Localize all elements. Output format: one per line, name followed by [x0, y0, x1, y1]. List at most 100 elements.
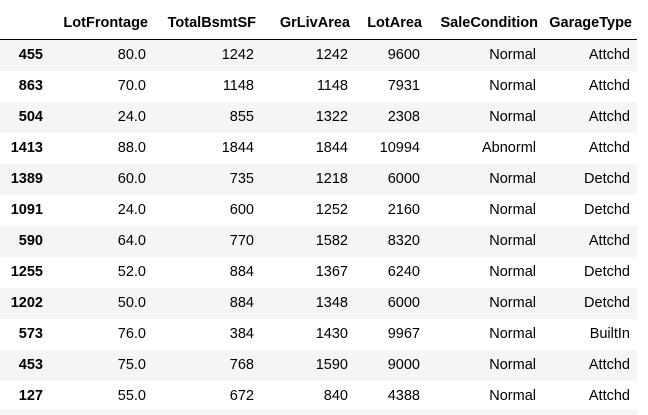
lotarea-cell: 6000 [387, 295, 420, 311]
totalbsmtsf-cell: 384 [229, 326, 254, 342]
row-index-label: 453 [18, 357, 43, 373]
header-row: LotFrontage TotalBsmtSF GrLivArea LotAre… [0, 6, 637, 40]
grlivarea-cell: 1348 [315, 295, 348, 311]
totalbsmtsf-cell: 768 [229, 357, 254, 373]
lotfrontage-cell: 64.0 [117, 233, 146, 249]
salecondition-cell: Normal [489, 171, 536, 187]
lotarea-cell: 6000 [387, 171, 420, 187]
lotfrontage-cell: 80.0 [117, 47, 146, 64]
column-header-lotarea: LotArea [355, 6, 427, 40]
row-index-label: 1255 [10, 264, 43, 280]
lotfrontage-cell: 70.0 [117, 78, 146, 94]
totalbsmtsf-cell: 770 [229, 233, 254, 249]
lotarea-cell: 6240 [387, 264, 420, 280]
grlivarea-cell: 1367 [315, 264, 348, 280]
column-header-index [0, 6, 50, 40]
lotfrontage-cell: 52.0 [117, 264, 146, 280]
lotarea-cell: 9600 [387, 47, 420, 64]
row-index-label: 863 [18, 78, 43, 94]
totalbsmtsf-cell: 735 [229, 171, 254, 187]
salecondition-cell: Normal [489, 233, 536, 249]
lotarea-cell: 7931 [387, 78, 420, 94]
salecondition-cell: Normal [489, 388, 536, 404]
row-index-label: 1413 [10, 140, 43, 156]
garagetype-cell: Attchd [588, 78, 630, 94]
row-index-label: 590 [18, 233, 43, 249]
totalbsmtsf-cell: 1844 [221, 140, 254, 156]
row-index-label: 504 [18, 109, 43, 125]
column-header-grlivarea: GrLivArea [261, 6, 355, 40]
table-row: 863 70.0 1148 1148 7931 Normal Attchd [0, 70, 637, 102]
garagetype-cell: Attchd [588, 233, 630, 249]
lotarea-cell: 9000 [387, 357, 420, 373]
column-header-garagetype: GarageType [543, 6, 637, 40]
grlivarea-cell: 840 [323, 388, 348, 404]
totalbsmtsf-cell: 672 [229, 388, 254, 404]
lotarea-cell: 9967 [387, 326, 420, 342]
table-row: 1255 52.0 884 1367 6240 Normal Detchd [0, 256, 637, 288]
table-row: 504 24.0 855 1322 2308 Normal Attchd [0, 101, 637, 133]
totalbsmtsf-cell: 1148 [222, 78, 254, 94]
lotfrontage-cell: 55.0 [117, 388, 146, 404]
totalbsmtsf-cell: 884 [229, 264, 254, 280]
lotfrontage-cell: 50.0 [117, 295, 146, 311]
salecondition-cell: Normal [489, 47, 536, 64]
table-row: 1413 88.0 1844 1844 10994 Abnorml Attchd [0, 132, 637, 164]
garagetype-cell: Attchd [588, 140, 630, 156]
grlivarea-cell: 1322 [315, 109, 348, 125]
salecondition-cell: Normal [489, 326, 536, 342]
table-row: 573 76.0 384 1430 9967 Normal BuiltIn [0, 318, 637, 350]
garagetype-cell: Detchd [584, 171, 630, 187]
totalbsmtsf-cell: 855 [229, 109, 254, 125]
garagetype-cell: Detchd [584, 264, 630, 280]
table-body: 455 80.0 1242 1242 9600 Normal Attchd 863 70.0 11… [0, 39, 637, 412]
garagetype-cell: Detchd [584, 202, 630, 218]
table-row: 127 55.0 672 840 4388 Normal Attchd [0, 380, 637, 412]
grlivarea-cell: 1844 [315, 140, 348, 156]
row-index-label: 1389 [10, 171, 43, 187]
lotfrontage-cell: 88.0 [117, 140, 146, 156]
garagetype-cell: Attchd [588, 388, 630, 404]
row-index-label: 127 [18, 388, 43, 404]
salecondition-cell: Normal [489, 202, 536, 218]
garagetype-cell: BuiltIn [589, 326, 630, 342]
salecondition-cell: Normal [489, 295, 536, 311]
lotarea-cell: 10994 [379, 140, 420, 156]
table-header: LotFrontage TotalBsmtSF GrLivArea LotAre… [0, 6, 637, 40]
grlivarea-cell: 1242 [315, 47, 348, 64]
column-header-salecondition: SaleCondition [427, 6, 543, 40]
garagetype-cell: Attchd [588, 47, 630, 64]
salecondition-cell: Normal [489, 357, 536, 373]
garagetype-cell: Attchd [588, 357, 630, 373]
grlivarea-cell: 1430 [315, 326, 348, 342]
totalbsmtsf-cell: 1242 [221, 47, 254, 64]
lotfrontage-cell: 24.0 [117, 202, 146, 218]
salecondition-cell: Normal [489, 109, 536, 125]
table-row: 590 64.0 770 1582 8320 Normal Attchd [0, 225, 637, 257]
table-row: 1389 60.0 735 1218 6000 Normal Detchd [0, 163, 637, 195]
grlivarea-cell: 1218 [315, 171, 348, 187]
table-row: 453 75.0 768 1590 9000 Normal Attchd [0, 349, 637, 381]
garagetype-cell: Detchd [584, 295, 630, 311]
lotarea-cell: 2160 [387, 202, 420, 218]
row-index-label: 1091 [10, 202, 43, 218]
table-row: 1091 24.0 600 1252 2160 Normal Detchd [0, 194, 637, 226]
lotarea-cell: 4388 [387, 388, 420, 404]
grlivarea-cell: 1148 [316, 78, 348, 94]
totalbsmtsf-cell: 884 [229, 295, 254, 311]
lotarea-cell: 2308 [387, 109, 420, 125]
table-row: 455 80.0 1242 1242 9600 Normal Attchd [0, 39, 637, 71]
lotfrontage-cell: 24.0 [117, 109, 146, 125]
grlivarea-cell: 1252 [315, 202, 348, 218]
row-index-label: 1202 [10, 295, 43, 311]
lotfrontage-cell: 60.0 [117, 171, 146, 187]
dataframe-table: LotFrontage TotalBsmtSF GrLivArea LotAre… [0, 6, 637, 412]
salecondition-cell: Abnorml [482, 140, 536, 156]
grlivarea-cell: 1590 [315, 357, 348, 373]
row-index-label: 455 [18, 47, 43, 64]
column-header-lotfrontage: LotFrontage [50, 6, 153, 40]
lotfrontage-cell: 75.0 [117, 357, 146, 373]
column-header-totalbsmtsf: TotalBsmtSF [153, 6, 261, 40]
lotfrontage-cell: 76.0 [117, 326, 146, 342]
